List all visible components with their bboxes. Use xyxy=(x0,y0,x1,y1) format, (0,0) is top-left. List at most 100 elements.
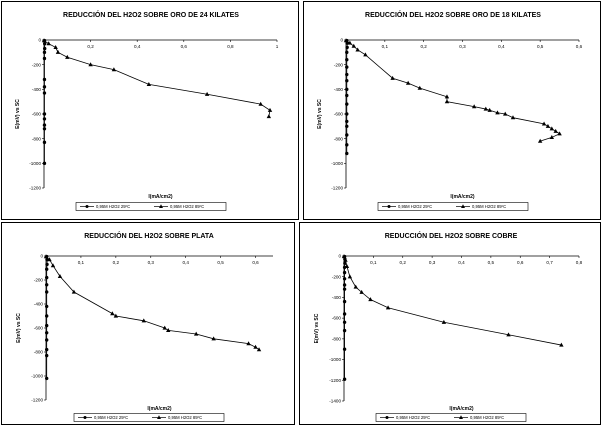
y-tick-label: -800 xyxy=(334,136,344,141)
data-point-circle xyxy=(345,73,348,76)
y-tick-label: -400 xyxy=(332,295,342,300)
data-point-circle xyxy=(43,78,46,81)
y-tick-label: -800 xyxy=(34,350,44,355)
data-point-circle xyxy=(43,42,46,45)
y-tick-label: -800 xyxy=(332,336,342,341)
chart-panel-oro-18k: REDUCCIÓN DEL H2O2 SOBRE ORO DE 18 KILAT… xyxy=(303,1,601,220)
series-line xyxy=(344,257,561,346)
y-tick-label: 0 xyxy=(340,38,343,43)
data-point-circle xyxy=(343,277,346,280)
data-point-circle xyxy=(43,127,46,130)
x-tick-label: 0,3 xyxy=(148,260,155,265)
data-point-triangle xyxy=(352,44,356,48)
x-tick-label: 0,3 xyxy=(459,44,466,49)
x-tick-label: 0,6 xyxy=(252,260,259,265)
y-tick-label: -1200 xyxy=(29,186,41,191)
data-point-circle xyxy=(45,283,48,286)
x-tick-label: 0,5 xyxy=(217,260,224,265)
data-point-circle xyxy=(45,338,48,341)
chart-svg: REDUCCIÓN DEL H2O2 SOBRE ORO DE 24 KILAT… xyxy=(2,2,300,221)
data-point-circle xyxy=(45,290,48,293)
data-point-circle xyxy=(45,276,48,279)
data-point-circle xyxy=(43,123,46,126)
data-point-circle xyxy=(43,47,46,50)
legend-label: 0,95M H2O2 85ºC xyxy=(470,415,504,420)
x-axis-label: I(mA/cm2) xyxy=(449,406,474,412)
y-tick-label: -800 xyxy=(32,136,42,141)
y-tick-label: -1400 xyxy=(329,399,341,404)
chart-panel-oro-24k: REDUCCIÓN DEL H2O2 SOBRE ORO DE 24 KILAT… xyxy=(1,1,299,220)
y-tick-label: -600 xyxy=(334,112,344,117)
data-point-circle xyxy=(45,268,48,271)
legend-marker-circle xyxy=(386,416,389,419)
data-point-circle xyxy=(43,85,46,88)
data-point-triangle xyxy=(257,347,261,351)
data-point-circle xyxy=(45,263,48,266)
data-point-circle xyxy=(345,88,348,91)
x-axis-label: I(mA/cm2) xyxy=(147,406,172,412)
data-point-circle xyxy=(345,51,348,54)
data-point-circle xyxy=(43,112,46,115)
x-tick-label: 0,3 xyxy=(429,260,436,265)
data-point-circle xyxy=(345,125,348,128)
y-tick-label: 0 xyxy=(38,38,41,43)
data-point-circle xyxy=(343,312,346,315)
x-tick-label: 0,5 xyxy=(537,44,544,49)
data-point-circle xyxy=(45,324,48,327)
y-tick-label: -400 xyxy=(334,87,344,92)
legend-marker-circle xyxy=(84,416,87,419)
legend-label: 0,95M H2O2 25ºC xyxy=(398,204,432,209)
data-point-triangle xyxy=(51,263,55,267)
series-line xyxy=(346,41,560,142)
data-point-circle xyxy=(343,271,346,274)
y-tick-label: -600 xyxy=(32,112,42,117)
data-point-circle xyxy=(43,57,46,60)
chart-title: REDUCCIÓN DEL H2O2 SOBRE ORO DE 18 KILAT… xyxy=(365,10,541,19)
data-point-triangle xyxy=(546,124,550,128)
x-axis-label: I(mA/cm2) xyxy=(450,194,475,200)
legend-label: 0,95M H2O2 25ºC xyxy=(94,415,128,420)
x-tick-label: 0,5 xyxy=(488,260,495,265)
x-axis-label: I(mA/cm2) xyxy=(148,194,173,200)
data-point-circle xyxy=(343,287,346,290)
data-point-circle xyxy=(345,46,348,49)
data-point-triangle xyxy=(554,129,558,133)
y-tick-label: -400 xyxy=(32,87,42,92)
y-tick-label: -1000 xyxy=(31,374,43,379)
x-tick-label: 0,2 xyxy=(113,260,120,265)
data-point-circle xyxy=(43,117,46,120)
data-point-triangle xyxy=(267,114,271,118)
y-tick-label: -1200 xyxy=(331,186,343,191)
data-point-circle xyxy=(45,305,48,308)
chart-title: REDUCCIÓN DEL H2O2 SOBRE COBRE xyxy=(385,231,518,240)
data-point-circle xyxy=(45,314,48,317)
y-tick-label: -200 xyxy=(32,62,42,67)
x-tick-label: 0,4 xyxy=(458,260,465,265)
data-point-circle xyxy=(343,321,346,324)
data-point-triangle xyxy=(363,52,367,56)
data-point-triangle xyxy=(348,274,352,278)
data-point-circle xyxy=(345,79,348,82)
data-point-circle xyxy=(345,65,348,68)
x-tick-label: 0,2 xyxy=(87,44,94,49)
x-tick-label: 0,6 xyxy=(517,260,524,265)
x-tick-label: 0,1 xyxy=(370,260,377,265)
x-tick-label: 0,4 xyxy=(134,44,141,49)
y-tick-label: -200 xyxy=(334,62,344,67)
x-tick-label: 0,2 xyxy=(420,44,427,49)
y-tick-label: -600 xyxy=(34,326,44,331)
data-point-triangle xyxy=(166,328,170,332)
y-tick-label: 0 xyxy=(338,254,341,259)
y-tick-label: -1200 xyxy=(329,378,341,383)
data-point-triangle xyxy=(46,41,50,45)
data-point-circle xyxy=(345,102,348,105)
data-point-circle xyxy=(345,58,348,61)
data-point-circle xyxy=(343,348,346,351)
data-point-triangle xyxy=(550,126,554,130)
series-line xyxy=(44,41,270,117)
data-point-circle xyxy=(345,94,348,97)
data-point-circle xyxy=(345,120,348,123)
